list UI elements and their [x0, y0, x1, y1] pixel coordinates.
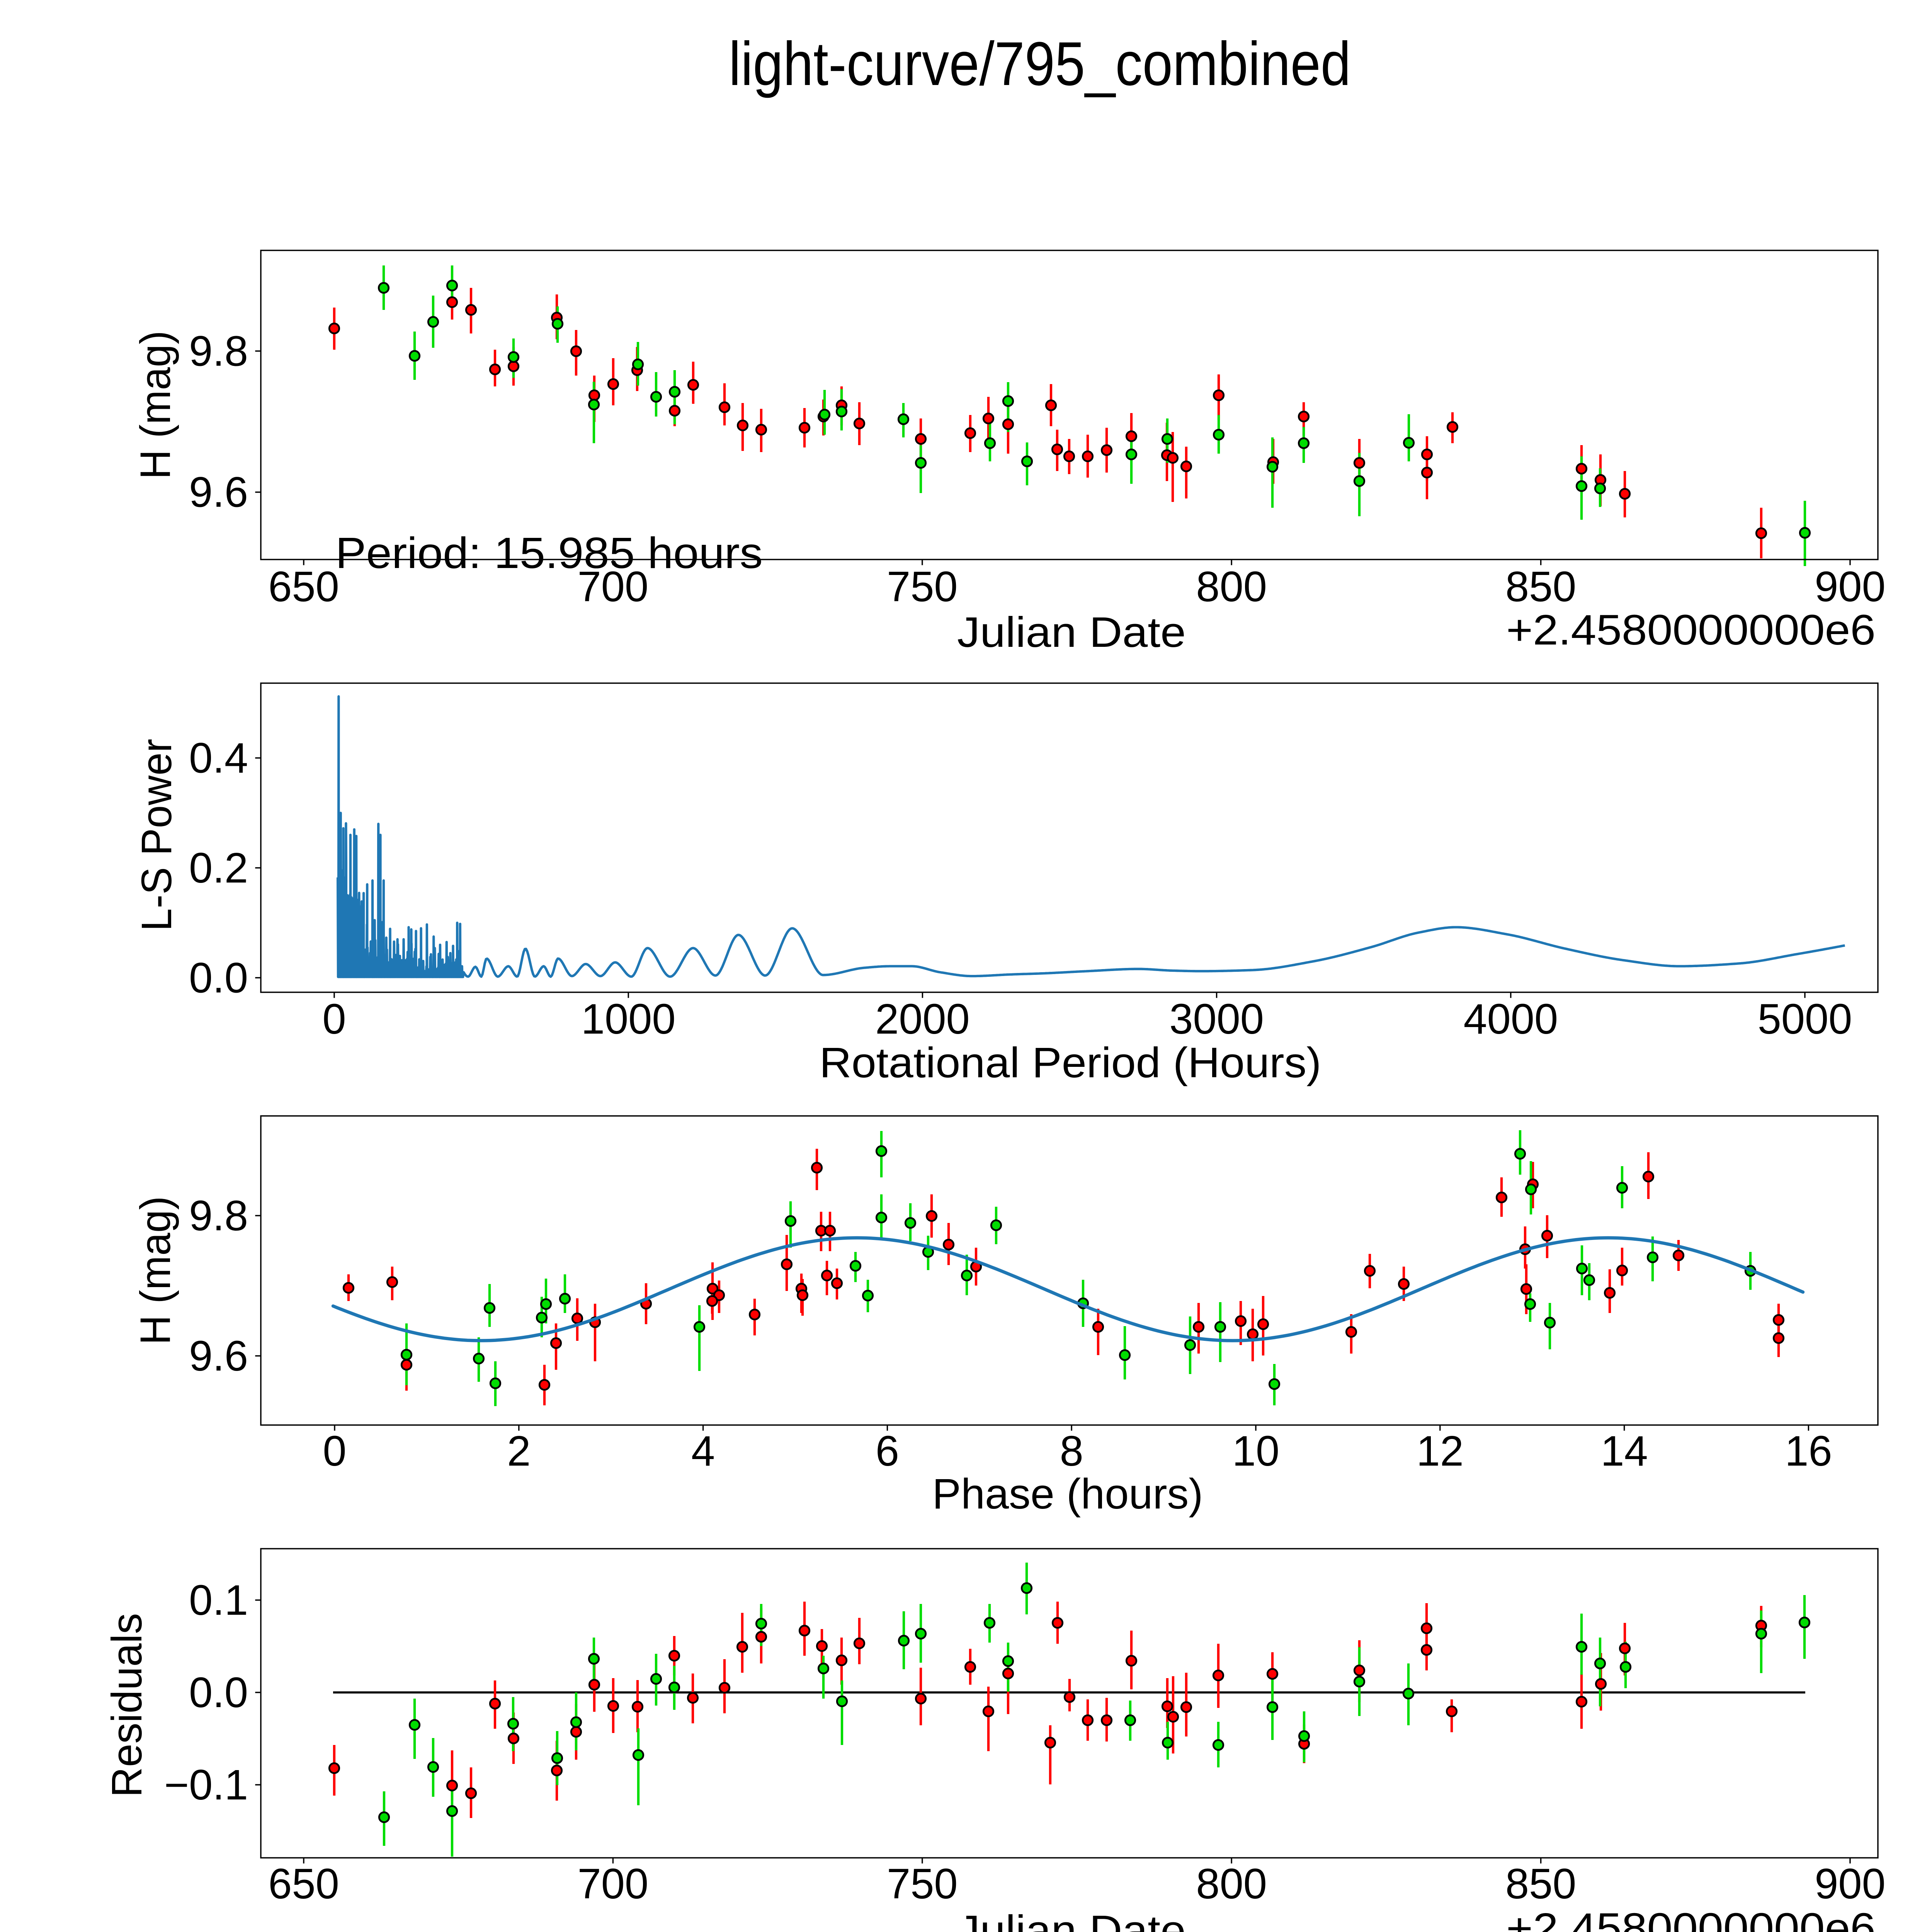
svg-text:850: 850 — [1505, 1860, 1577, 1908]
svg-text:+2.4580000000e6: +2.4580000000e6 — [1506, 606, 1876, 654]
svg-text:+2.4580000000e6: +2.4580000000e6 — [1506, 1905, 1876, 1932]
svg-text:800: 800 — [1196, 563, 1267, 611]
svg-text:Rotational Period (Hours): Rotational Period (Hours) — [820, 1039, 1321, 1087]
svg-text:16: 16 — [1785, 1427, 1832, 1475]
svg-text:3000: 3000 — [1169, 995, 1264, 1043]
svg-text:light-curve/795_combined: light-curve/795_combined — [729, 29, 1351, 98]
svg-text:1000: 1000 — [581, 995, 676, 1043]
svg-text:L-S Power: L-S Power — [133, 739, 180, 931]
svg-text:Julian Date: Julian Date — [957, 609, 1186, 656]
svg-text:8: 8 — [1060, 1427, 1083, 1475]
svg-text:10: 10 — [1232, 1427, 1279, 1475]
svg-text:Julian Date: Julian Date — [957, 1907, 1186, 1932]
svg-text:900: 900 — [1815, 563, 1886, 611]
svg-text:9.6: 9.6 — [189, 1332, 248, 1380]
svg-text:H (mag): H (mag) — [132, 331, 179, 480]
svg-text:9.8: 9.8 — [189, 1192, 248, 1240]
svg-text:0: 0 — [323, 1427, 346, 1475]
svg-text:6: 6 — [876, 1427, 899, 1475]
svg-text:2000: 2000 — [875, 995, 970, 1043]
svg-text:0.4: 0.4 — [189, 735, 248, 782]
svg-text:650: 650 — [268, 1860, 339, 1908]
svg-text:5000: 5000 — [1758, 995, 1852, 1043]
svg-text:750: 750 — [887, 563, 958, 611]
svg-text:0: 0 — [322, 995, 346, 1043]
svg-text:750: 750 — [887, 1860, 958, 1908]
svg-text:900: 900 — [1815, 1860, 1886, 1908]
svg-text:Period: 15.985 hours: Period: 15.985 hours — [335, 529, 763, 577]
svg-text:0.0: 0.0 — [189, 954, 248, 1002]
svg-text:12: 12 — [1417, 1427, 1464, 1475]
svg-text:0.1: 0.1 — [189, 1577, 248, 1624]
svg-text:9.8: 9.8 — [189, 328, 248, 375]
svg-text:2: 2 — [507, 1427, 531, 1475]
svg-text:700: 700 — [578, 563, 649, 611]
svg-text:700: 700 — [578, 1860, 649, 1908]
svg-text:650: 650 — [268, 563, 339, 611]
svg-text:4: 4 — [691, 1427, 715, 1475]
svg-text:−0.1: −0.1 — [164, 1761, 248, 1809]
svg-text:850: 850 — [1505, 563, 1577, 611]
svg-text:4000: 4000 — [1463, 995, 1558, 1043]
svg-text:0.0: 0.0 — [189, 1669, 248, 1716]
svg-text:800: 800 — [1196, 1860, 1267, 1908]
svg-text:Phase (hours): Phase (hours) — [932, 1470, 1203, 1518]
svg-text:14: 14 — [1600, 1427, 1648, 1475]
svg-text:Residuals: Residuals — [103, 1613, 151, 1798]
svg-text:0.2: 0.2 — [189, 844, 248, 892]
svg-text:9.6: 9.6 — [189, 469, 248, 516]
svg-text:H (mag): H (mag) — [132, 1196, 179, 1345]
